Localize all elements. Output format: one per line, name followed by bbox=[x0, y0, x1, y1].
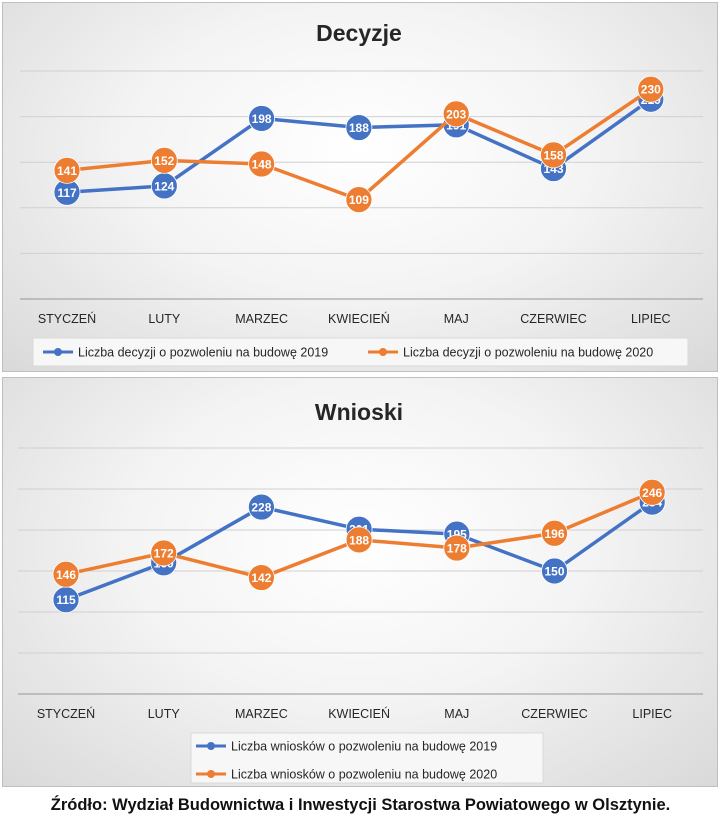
x-tick-label: LUTY bbox=[148, 312, 181, 326]
legend-label: Liczba decyzji o pozwoleniu na budowę 20… bbox=[403, 346, 653, 360]
data-label: 141 bbox=[57, 164, 77, 178]
data-point-marker bbox=[442, 100, 470, 128]
legend-label: Liczba wniosków o pozwoleniu na budowę 2… bbox=[231, 768, 497, 782]
data-point-marker bbox=[638, 478, 666, 506]
legend: Liczba decyzji o pozwoleniu na budowę 20… bbox=[32, 337, 689, 367]
x-tick-label: STYCZEŃ bbox=[37, 706, 95, 721]
data-point-marker bbox=[248, 150, 276, 178]
data-point-marker bbox=[248, 105, 276, 132]
legend-swatch-marker bbox=[207, 742, 215, 750]
data-label: 188 bbox=[349, 533, 369, 547]
data-point-marker bbox=[443, 534, 471, 562]
x-tick-label: MAJ bbox=[444, 312, 469, 326]
chart-panel-decyzje: Decyzje STYCZEŃ LUTY MARZEC KWIECIEŃ MAJ CZERW… bbox=[2, 2, 718, 372]
x-tick-label: LIPIEC bbox=[631, 312, 671, 326]
chart-panel-wnioski: Wnioski STYCZEŃ LUTY MARZEC KWIECIEŃ MAJ CZERW… bbox=[2, 377, 718, 787]
data-point-marker bbox=[541, 557, 568, 585]
data-label: 158 bbox=[543, 148, 563, 162]
data-label: 146 bbox=[56, 568, 76, 582]
data-label: 150 bbox=[544, 565, 564, 579]
legend-swatch-marker bbox=[379, 348, 387, 356]
x-tick-label: KWIECIEŃ bbox=[328, 311, 390, 326]
data-label: 117 bbox=[57, 186, 77, 200]
data-label: 246 bbox=[642, 486, 662, 500]
legend: Liczba wniosków o pozwoleniu na budowę 2… bbox=[190, 732, 544, 784]
data-label: 188 bbox=[349, 121, 369, 135]
x-tick-label: MARZEC bbox=[235, 312, 288, 326]
source-footer: Źródło: Wydział Budownictwa i Inwestycji… bbox=[50, 796, 671, 814]
data-label: 203 bbox=[446, 107, 466, 121]
x-tick-label: LIPIEC bbox=[632, 707, 672, 721]
data-point-marker bbox=[247, 493, 275, 521]
data-point-marker bbox=[53, 157, 81, 184]
data-point-marker bbox=[52, 560, 80, 588]
data-point-marker bbox=[637, 75, 665, 103]
x-tick-label: LUTY bbox=[148, 707, 181, 721]
data-point-marker bbox=[345, 114, 373, 141]
x-tick-label: KWIECIEŃ bbox=[328, 706, 390, 721]
chart-wnioski: Wnioski STYCZEŃ LUTY MARZEC KWIECIEŃ MAJ CZERW… bbox=[18, 399, 703, 784]
data-point-marker bbox=[345, 526, 373, 554]
data-label: 148 bbox=[252, 158, 272, 172]
chart-title: Decyzje bbox=[316, 20, 402, 46]
data-point-marker bbox=[247, 564, 275, 591]
legend-swatch-marker bbox=[207, 770, 215, 778]
data-point-marker bbox=[150, 146, 178, 174]
legend-box bbox=[190, 732, 544, 784]
chart-decyzje: Decyzje STYCZEŃ LUTY MARZEC KWIECIEŃ MAJ CZERW… bbox=[20, 20, 703, 367]
data-label: 124 bbox=[154, 179, 174, 193]
legend-label: Liczba wniosków o pozwoleniu na budowę 2… bbox=[231, 740, 497, 754]
data-label: 172 bbox=[154, 546, 174, 560]
data-label: 115 bbox=[56, 593, 76, 607]
data-label: 178 bbox=[447, 542, 467, 556]
data-point-marker bbox=[345, 186, 373, 213]
x-tick-label: CZERWIEC bbox=[520, 312, 586, 326]
legend-label: Liczba decyzji o pozwoleniu na budowę 20… bbox=[78, 346, 328, 360]
data-point-marker bbox=[541, 519, 568, 547]
data-label: 142 bbox=[251, 571, 271, 585]
data-label: 152 bbox=[154, 154, 174, 168]
data-label: 109 bbox=[349, 193, 369, 207]
data-label: 198 bbox=[252, 112, 272, 126]
data-label: 230 bbox=[641, 83, 661, 97]
legend-swatch-marker bbox=[54, 348, 62, 356]
data-label: 196 bbox=[544, 527, 564, 541]
data-point-marker bbox=[150, 539, 178, 567]
x-tick-label: MARZEC bbox=[235, 707, 288, 721]
x-tick-label: MAJ bbox=[444, 707, 469, 721]
data-point-marker bbox=[540, 141, 567, 169]
chart-title: Wnioski bbox=[315, 399, 403, 425]
data-label: 228 bbox=[251, 501, 271, 515]
legend-box bbox=[32, 337, 689, 367]
x-tick-label: CZERWIEC bbox=[521, 707, 587, 721]
x-tick-label: STYCZEŃ bbox=[38, 311, 96, 326]
